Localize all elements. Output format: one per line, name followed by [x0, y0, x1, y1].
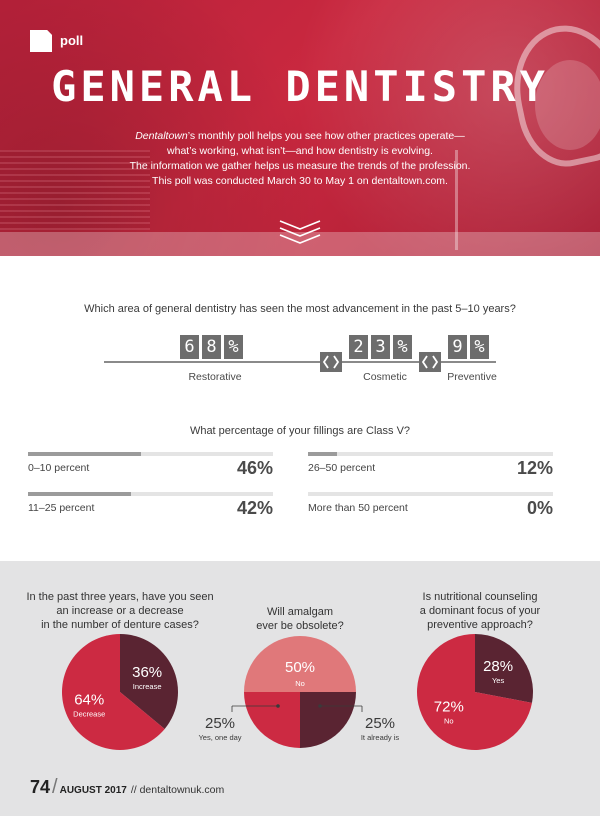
pie3-question-line: preventive approach? — [427, 619, 533, 631]
page-footer: 74 / AUGUST 2017 // dentaltownuk.com — [30, 776, 224, 799]
q2-row-label: 0–10 percent — [28, 462, 90, 474]
percent-sign: % — [393, 335, 412, 359]
pie-slice-value: 36% — [132, 664, 162, 681]
page-number: 74 — [30, 777, 51, 797]
pie-slice-value: 50% — [285, 659, 315, 676]
intro-line-2: what’s working, what isn’t—and how denti… — [167, 145, 433, 157]
pie-slice-value: 25% — [205, 715, 235, 732]
percent-sign: % — [224, 335, 243, 359]
chevron-down-icon — [279, 220, 321, 244]
footer-slash: / — [52, 776, 58, 798]
pie-slice-value: 72% — [434, 699, 464, 716]
pie1-question: In the past three years, have you seen a… — [20, 590, 220, 632]
q2-bar-fill — [308, 452, 338, 456]
intro-line-3: The information we gather helps us measu… — [129, 160, 471, 172]
hero-photo-pole — [455, 150, 458, 250]
pie-slice-no — [244, 636, 356, 692]
intro-line-4: This poll was conducted March 30 to May … — [152, 175, 448, 187]
pie2-question-line: ever be obsolete? — [256, 620, 344, 632]
q2-row-label: 26–50 percent — [308, 462, 376, 474]
q2-row: 0–10 percent 46% — [28, 452, 273, 488]
q2-row: More than 50 percent 0% — [308, 492, 553, 528]
percent-digit: 6 — [180, 335, 199, 359]
pie2-question: Will amalgam ever be obsolete? — [200, 605, 400, 633]
intro-brand: Dentaltown — [135, 130, 188, 142]
pie3-question-line: a dominant focus of your — [419, 605, 541, 617]
pie3-question-line: Is nutritional counseling — [422, 591, 538, 603]
pie-slice-label: Increase — [133, 682, 162, 691]
q2-row: 26–50 percent 12% — [308, 452, 553, 488]
percent-sign: % — [470, 335, 489, 359]
pie-chart-denture-cases: 36%Increase 64%Decrease — [61, 634, 178, 750]
percent-digit: 2 — [349, 335, 368, 359]
pie-slice-label: No — [444, 717, 454, 726]
q2-bar-track — [28, 452, 273, 456]
hero-photo-blinds — [0, 150, 150, 230]
pie-slice-it-already-is — [300, 692, 356, 748]
hero-photo-lamp-glow — [535, 60, 600, 150]
pie2-question-line: Will amalgam — [266, 606, 333, 618]
q2-question: What percentage of your fillings are Cla… — [189, 425, 411, 437]
q2-bar-track — [28, 492, 273, 496]
separator-diamond-icon — [320, 352, 342, 372]
q1-restorative-percent: 6 8 % — [180, 335, 243, 359]
pie3-question: Is nutritional counseling a dominant foc… — [380, 590, 580, 632]
pie-slice-value: 28% — [483, 658, 513, 675]
pie-slice-label: Yes — [492, 676, 504, 685]
q1-preventive-label: Preventive — [447, 371, 497, 383]
intro-text: Dentaltown’s monthly poll helps you see … — [100, 129, 500, 189]
q2-row-label: More than 50 percent — [308, 502, 408, 514]
pie1-question-line: in the number of denture cases? — [41, 619, 199, 631]
q1-question: Which area of general dentistry has seen… — [84, 303, 516, 315]
q2-row-value: 42% — [236, 498, 273, 518]
pie-slice-increase — [120, 634, 178, 729]
pie-slice-label: It already is — [361, 733, 400, 742]
q1-baseline — [104, 361, 496, 363]
pie1-question-line: In the past three years, have you seen — [26, 591, 214, 603]
poll-logo-icon — [30, 30, 52, 52]
pie-slice-value: 64% — [74, 691, 104, 708]
q2-row-value: 0% — [526, 498, 553, 518]
pie-slice-yes-one-day — [244, 692, 300, 748]
percent-digit: 8 — [202, 335, 221, 359]
hero-banner: poll GENERAL DENTISTRY Dentaltown’s mont… — [0, 0, 600, 256]
pie-slice-yes — [475, 634, 533, 703]
q1-restorative-label: Restorative — [188, 371, 242, 383]
callout-dot — [318, 704, 322, 708]
pie1-question-line: an increase or a decrease — [56, 605, 184, 617]
q2-row-value: 12% — [516, 458, 553, 478]
callout-dot — [276, 704, 280, 708]
q2-bar-track — [308, 452, 553, 456]
section-label: poll — [60, 33, 84, 48]
q2-row: 11–25 percent 42% — [28, 492, 273, 528]
separator-diamond-icon — [419, 352, 441, 372]
q2-bar-fill — [28, 492, 131, 496]
q2-row-label: 11–25 percent — [28, 502, 95, 514]
pie-slice-label: Yes, one day — [198, 733, 241, 742]
hero-photo-overlay — [0, 0, 600, 256]
q1-cosmetic-percent: 2 3 % — [349, 335, 412, 359]
pie-slice-label: No — [295, 679, 305, 688]
pie-slice-label: Decrease — [73, 709, 105, 718]
pie-slice-value: 25% — [365, 715, 395, 732]
intro-line-1: ’s monthly poll helps you see how other … — [187, 130, 465, 142]
q1-preventive-percent: 9 % — [448, 335, 489, 359]
percent-digit: 3 — [371, 335, 390, 359]
pie-slice-decrease — [61, 634, 165, 750]
q2-bar-track — [308, 492, 553, 496]
footer-site-link[interactable]: // dentaltownuk.com — [130, 784, 225, 796]
pie-chart-nutritional-counseling: 28%Yes 72%No — [417, 634, 533, 750]
q2-row-value: 46% — [236, 458, 273, 478]
issue-month: AUGUST 2017 — [59, 785, 127, 796]
q2-bar-fill — [28, 452, 141, 456]
pie-slice-no — [417, 634, 532, 750]
q1-cosmetic-label: Cosmetic — [363, 371, 407, 383]
page-title: GENERAL DENTISTRY — [51, 62, 549, 111]
percent-digit: 9 — [448, 335, 467, 359]
